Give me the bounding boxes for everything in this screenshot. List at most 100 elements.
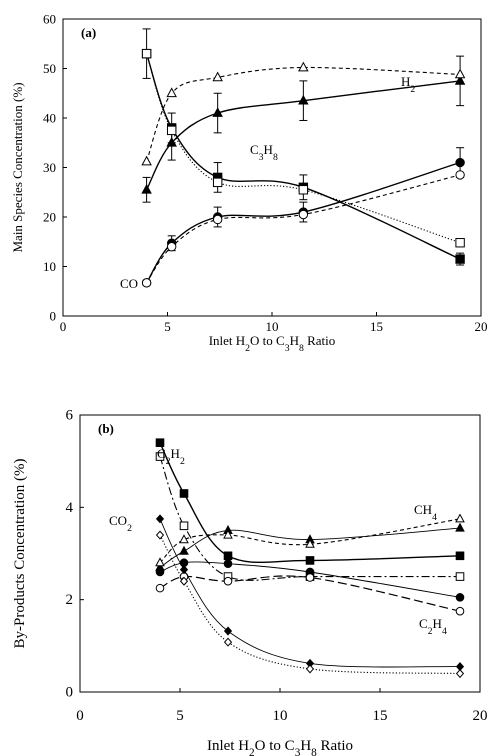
series-4 [155,513,465,567]
annotation-label: CO2 [109,513,132,534]
series-4 [141,48,465,248]
data-point [305,573,315,582]
annotation-label: C3H8 [250,142,278,163]
data-point [223,559,233,568]
annotation-label: CH4 [414,502,437,523]
x-tick-label: 10 [266,319,279,334]
chart-a: 0 5 10 15 20 0 10 20 30 40 50 60 Inlet H2O to C3H8 R… [10,12,488,354]
data-point [455,668,465,679]
series-1 [141,55,466,203]
chart-b: 0 5 10 15 20 0 2 4 6 Inlet H2O to C3H8 Ratio By-Pr… [12,408,488,756]
data-point [212,214,223,225]
series-6 [155,572,465,616]
data-point [155,452,165,461]
data-point [179,565,189,575]
plot-frame [79,414,481,693]
series-line [146,161,461,284]
data-point [223,626,233,636]
x-tick-label: 15 [370,319,383,334]
x-tick-label: 5 [176,708,184,724]
series-line [159,527,461,568]
annotation-label: H2 [401,74,415,95]
series-1 [155,438,465,565]
data-point [155,514,165,524]
annotation-label: CO [120,276,138,291]
data-point [212,177,223,188]
data-point [298,61,309,72]
data-point [141,48,152,59]
y-tick-label: 2 [66,592,74,608]
data-point [212,71,223,82]
data-point [179,534,189,544]
data-point [455,157,465,168]
series-line [159,442,461,563]
data-point [155,438,165,447]
series-line [145,80,461,191]
data-point [305,664,315,674]
data-point [155,530,165,540]
data-point [141,183,152,194]
data-point [455,593,465,602]
x-tick-label: 10 [273,708,288,724]
data-point [455,513,465,523]
series-line [159,518,461,668]
data-point [223,551,233,561]
data-point [212,107,223,117]
y-tick-label: 40 [43,111,56,126]
y-axis-label: By-Products Concentration (%) [12,459,28,649]
data-point [179,489,189,498]
plot-frame [62,18,482,317]
x-tick-label: 0 [76,708,84,724]
data-point [166,87,177,98]
data-point [455,606,465,616]
data-point [455,254,465,264]
panel-label: (a) [81,25,96,40]
x-tick-label: 5 [164,319,171,334]
data-point [179,521,189,531]
data-point [455,170,465,180]
data-point [298,185,309,195]
annotation-label: C2H2 [157,446,185,467]
series-line [146,53,461,244]
data-point [141,278,152,288]
series-2 [141,61,466,166]
y-tick-label: 20 [43,210,56,225]
data-point [179,545,189,555]
data-point [298,94,309,105]
x-tick-label: 15 [373,708,388,724]
x-axis-label: Inlet H2O to C3H8 Ratio [207,738,353,756]
data-point [305,538,315,548]
series-5 [155,558,465,602]
data-point [454,74,466,85]
y-tick-label: 0 [66,685,74,701]
data-point [155,557,165,567]
x-tick-label: 20 [475,319,488,334]
data-point [223,637,233,647]
data-point [298,209,309,220]
data-point [179,576,189,586]
data-point [455,238,465,248]
x-tick-label: 0 [60,319,67,334]
data-point [141,155,152,166]
data-point [454,68,466,79]
y-tick-label: 60 [43,12,56,27]
series-line [159,456,460,581]
panel-label: (b) [98,421,114,436]
data-point [223,576,233,586]
series-line [145,53,461,260]
series-line [159,518,461,564]
series-8 [155,530,465,679]
y-tick-label: 0 [50,309,57,324]
data-point [166,242,177,252]
y-tick-label: 30 [43,160,56,175]
data-point [155,583,165,593]
series-line [146,66,461,162]
series-line [159,534,461,675]
series-line [159,561,461,598]
series-6 [141,170,465,288]
data-point [155,567,165,577]
data-point [305,556,315,565]
data-point [223,529,233,539]
y-axis-label: Main Species Concentration (%) [10,82,25,252]
